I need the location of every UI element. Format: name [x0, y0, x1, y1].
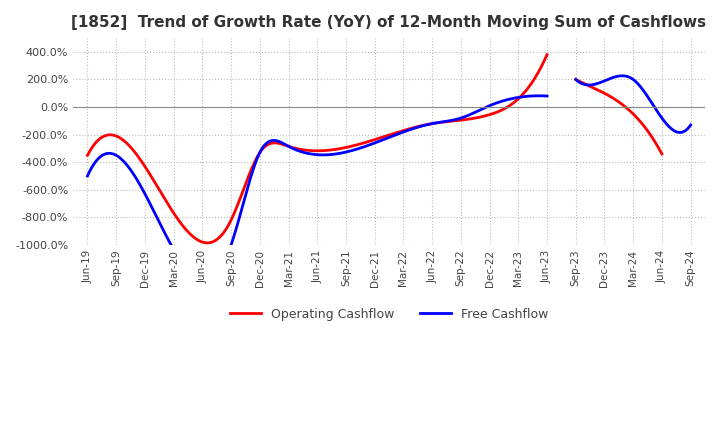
Free Cashflow — [535, 93, 544, 99]
Operating Cashflow — [543, 52, 552, 57]
Free Cashflow — [85, 170, 94, 176]
Free Cashflow — [359, 145, 367, 150]
Line: Free Cashflow: Free Cashflow — [87, 96, 547, 281]
Free Cashflow — [543, 93, 552, 99]
Free Cashflow — [200, 278, 209, 283]
Title: [1852]  Trend of Growth Rate (YoY) of 12-Month Moving Sum of Cashflows: [1852] Trend of Growth Rate (YoY) of 12-… — [71, 15, 706, 30]
Operating Cashflow — [85, 150, 94, 155]
Line: Operating Cashflow: Operating Cashflow — [87, 55, 547, 243]
Operating Cashflow — [501, 106, 510, 111]
Operating Cashflow — [356, 141, 365, 147]
Operating Cashflow — [203, 240, 212, 246]
Free Cashflow — [472, 109, 481, 114]
Operating Cashflow — [472, 115, 481, 121]
Operating Cashflow — [83, 153, 91, 158]
Free Cashflow — [501, 98, 510, 103]
Free Cashflow — [366, 142, 374, 147]
Free Cashflow — [356, 145, 365, 150]
Free Cashflow — [83, 173, 91, 179]
Legend: Operating Cashflow, Free Cashflow: Operating Cashflow, Free Cashflow — [225, 303, 553, 326]
Operating Cashflow — [366, 138, 374, 143]
Operating Cashflow — [359, 141, 367, 146]
